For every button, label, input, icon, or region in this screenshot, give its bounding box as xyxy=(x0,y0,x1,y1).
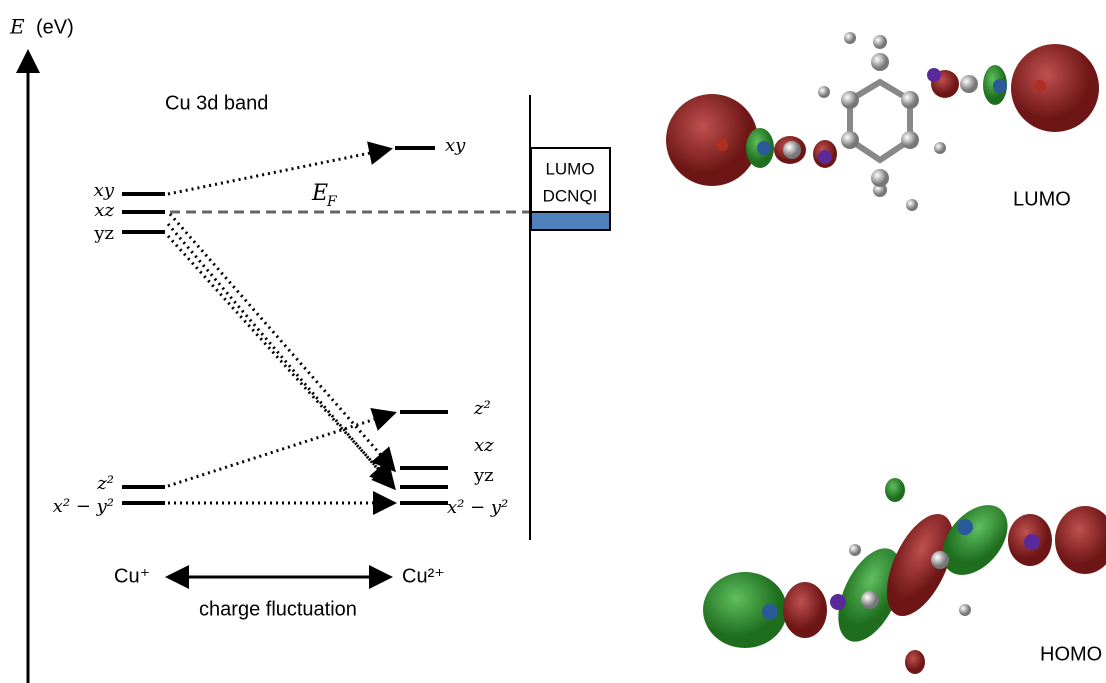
level-label: xy xyxy=(94,180,115,201)
level-label: z² xyxy=(473,398,491,419)
band-title: Cu 3d band xyxy=(165,92,268,114)
level-label: xz xyxy=(94,200,114,221)
fermi-symbol: E xyxy=(311,181,328,206)
homo-label: HOMO xyxy=(1040,643,1102,665)
cu-plus: Cu⁺ xyxy=(114,565,150,587)
axis-symbol: E xyxy=(9,15,25,39)
fermi-subscript: F xyxy=(326,194,338,210)
level-label: x² − y² xyxy=(53,496,114,517)
lumo-molecule xyxy=(666,32,1099,211)
level-label: yz xyxy=(473,465,494,486)
box-label: LUMO xyxy=(545,159,594,178)
lumo-label: LUMO xyxy=(1013,188,1071,210)
box-label: DCNQI xyxy=(543,186,598,205)
level-label: xy xyxy=(445,135,466,156)
right-levels xyxy=(395,148,448,503)
level-label: yz xyxy=(93,223,114,244)
axis-unit: (eV) xyxy=(36,16,74,38)
fluctuation-label: charge fluctuation xyxy=(199,598,357,620)
cu-2plus: Cu²⁺ xyxy=(402,565,445,587)
level-label: x² − y² xyxy=(447,497,508,518)
left-levels xyxy=(122,194,165,503)
filled-band xyxy=(531,212,610,230)
diagram: E (eV) Cu 3d band xy xz yz z² x² − y² xy… xyxy=(0,0,1106,683)
level-label: xz xyxy=(474,435,494,456)
level-label: z² xyxy=(96,473,114,494)
transitions xyxy=(168,149,394,503)
